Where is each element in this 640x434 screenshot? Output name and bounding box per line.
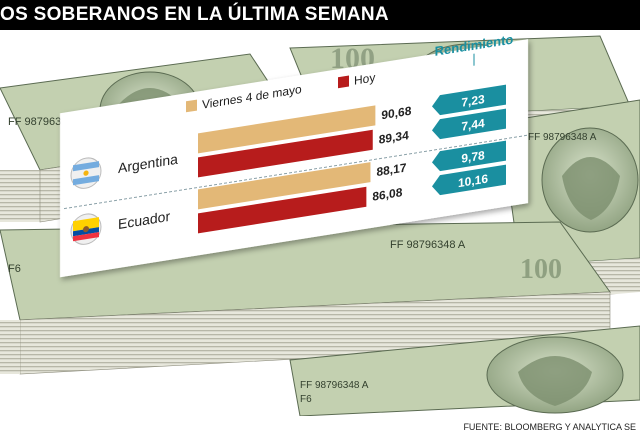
- chart-title: OS SOBERANOS EN LA ÚLTIMA SEMANA: [0, 4, 389, 25]
- banknote-serial: FF 98796348 A: [390, 239, 466, 251]
- argentina-flag-stripe-top: [73, 161, 99, 172]
- value-label-ecuador-viernes: 88,17: [376, 160, 406, 179]
- rendimiento-badge-ecuador-viernes: [432, 140, 506, 172]
- bar-argentina-viernes: [198, 105, 376, 154]
- banknote-series-code: F6: [8, 263, 21, 275]
- legend-swatch-hoy: [338, 75, 349, 89]
- banknote-series-code: F6: [300, 394, 312, 405]
- banknote-denomination: 100: [520, 254, 562, 285]
- argentina-flag-sun: [83, 170, 89, 176]
- rendimiento-badge-ecuador-hoy: [432, 164, 506, 196]
- banknote-serial: FF 98796348 A: [300, 380, 369, 391]
- value-label-argentina-hoy: 89,34: [379, 128, 409, 147]
- money-stack-front-right: FF 98796348 A F6: [289, 325, 640, 416]
- row-divider: [64, 134, 528, 210]
- ecuador-flag-emblem: [83, 226, 89, 233]
- source-note: FUENTE: BLOOMBERG Y ANALYTICA SE: [463, 422, 636, 432]
- bar-ecuador-hoy: [198, 186, 367, 234]
- chart-plot: Viernes 4 de mayoHoyRendimientoArgentina…: [70, 32, 513, 245]
- rendimiento-value-argentina-hoy: 7,44: [461, 116, 485, 134]
- bar-ecuador-viernes: [198, 162, 371, 210]
- legend-label-hoy: Hoy: [354, 70, 375, 87]
- legend-swatch-viernes: [186, 99, 197, 113]
- value-label-argentina-viernes: 90,68: [381, 104, 411, 123]
- title-bar: OS SOBERANOS EN LA ÚLTIMA SEMANA: [0, 0, 640, 30]
- argentina-flag-stripe-bottom: [73, 175, 99, 186]
- value-label-ecuador-hoy: 86,08: [372, 185, 402, 204]
- rendimiento-badge-argentina-hoy: [432, 108, 506, 140]
- rendimiento-value-ecuador-hoy: 10,16: [458, 172, 488, 191]
- rendimiento-badge-argentina-viernes: [432, 84, 506, 116]
- bar-argentina-hoy: [198, 129, 373, 178]
- rendimiento-value-ecuador-viernes: 9,78: [461, 148, 485, 166]
- banknote-serial: FF 98796348 A: [528, 132, 597, 143]
- ecuador-flag-red: [73, 232, 99, 242]
- ecuador-flag-yellow: [73, 217, 99, 232]
- rendimiento-value-argentina-viernes: 7,23: [461, 92, 485, 110]
